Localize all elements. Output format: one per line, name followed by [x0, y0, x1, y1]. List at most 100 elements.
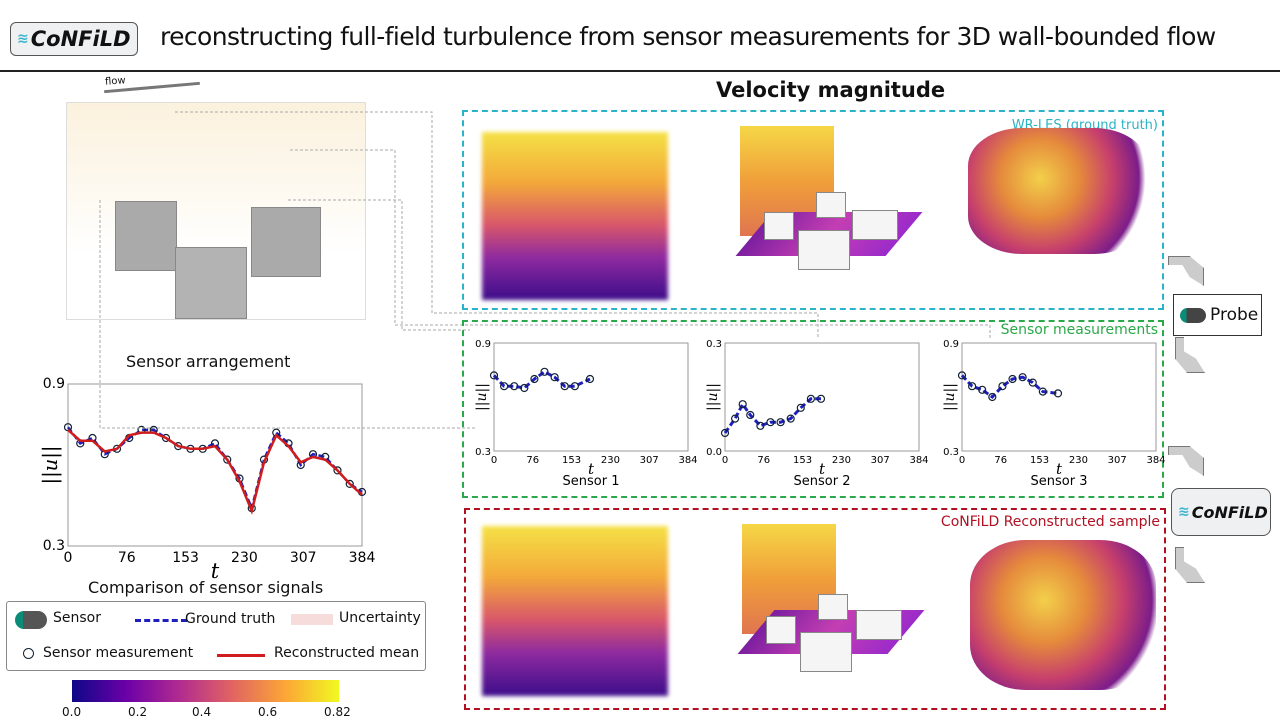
sensor-2-chart: 0 76 153 230 307 384 0.0 0.3 t ||u|| Sensor 2	[705, 339, 929, 489]
measurement-point	[988, 392, 997, 402]
y-axis-label: ||u||	[474, 383, 490, 411]
legend-measurement: Sensor measurement	[43, 645, 194, 661]
chart-title: Sensor 1	[563, 474, 620, 489]
arrangement-caption: Sensor arrangement	[126, 352, 291, 371]
ground-truth-swatch	[135, 619, 187, 622]
colorbar-tick: 0.4	[192, 705, 212, 719]
x-tick-label: 230	[1069, 455, 1088, 466]
obstacle	[856, 610, 902, 640]
sensor-measurements-label: Sensor measurements	[1000, 322, 1158, 338]
y-tick-label: 0.3	[706, 339, 722, 350]
obstacle	[764, 212, 794, 240]
measurement-point	[161, 433, 171, 443]
measurement-point	[720, 428, 730, 438]
colorbar-tick: 0.82	[324, 705, 351, 719]
y-tick-label: 0.0	[706, 447, 722, 458]
measurement-marker-icon	[23, 648, 34, 659]
colorbar-tick: 0.2	[128, 705, 148, 719]
x-tick-label: 384	[909, 455, 928, 466]
isosurface-render	[970, 540, 1156, 690]
domain-box	[66, 102, 366, 320]
measurement-point	[766, 418, 775, 427]
volume-render	[482, 132, 668, 300]
mean-swatch	[217, 654, 265, 657]
obstacle	[115, 201, 177, 271]
x-tick-label: 76	[526, 455, 539, 466]
x-tick-label: 0	[64, 550, 73, 566]
measurement-point	[1053, 389, 1063, 398]
y-axis-label: ||u||	[39, 445, 63, 484]
y-tick-label: 0.9	[43, 376, 65, 392]
legend: Sensor Ground truth Uncertainty Sensor m…	[6, 601, 426, 671]
measurement-point	[1008, 374, 1017, 384]
x-tick-label: 307	[871, 455, 890, 466]
measurement-point	[786, 414, 795, 423]
measurement-point	[560, 382, 569, 391]
uncertainty-swatch	[291, 614, 333, 625]
y-tick-label: 0.9	[475, 339, 491, 350]
x-tick-label: 76	[118, 550, 136, 566]
legend-ground-truth: Ground truth	[185, 611, 276, 627]
obstacle	[766, 616, 796, 644]
x-axis-label: t	[588, 460, 595, 478]
x-tick-label: 0	[722, 455, 728, 466]
sensor-panel: Sensor measurements	[462, 320, 1164, 498]
measurement-point	[998, 382, 1007, 391]
reconstruction-label: CoNFiLD Reconstructed sample	[940, 514, 1160, 530]
model-label: CoNFiLD	[1191, 502, 1268, 522]
sensor-icon	[15, 611, 47, 629]
isosurface-render	[968, 128, 1148, 254]
probe-label: Probe	[1210, 305, 1259, 325]
measurement-point	[731, 414, 740, 423]
measurement-point	[489, 371, 499, 380]
series-line	[492, 370, 591, 390]
x-tick-label: 384	[678, 455, 697, 466]
measurement-point	[540, 367, 549, 376]
comparison-chart: 0 76 153 230 307 384 0.3 0.9 t ||u||	[39, 376, 376, 583]
waves-icon: ≋	[17, 31, 29, 47]
x-tick-label: 230	[832, 455, 851, 466]
measurement-point	[756, 421, 765, 430]
comparison-caption: Comparison of sensor signals	[88, 578, 324, 597]
x-tick-label: 307	[290, 550, 317, 566]
plot-area	[724, 342, 920, 452]
measurement-point	[333, 466, 342, 475]
waves-icon: ≋	[1178, 504, 1190, 520]
measurement-point	[510, 382, 519, 391]
colorbar-tick: 0.6	[258, 705, 278, 719]
measurement-point	[978, 385, 987, 394]
colorbar	[72, 680, 339, 702]
confild-logo: ≋ CoNFiLD	[10, 22, 138, 56]
header: ≋ CoNFiLD reconstructing full-field turbu…	[0, 0, 1280, 72]
obstacle	[251, 207, 321, 277]
y-tick-label: 0.3	[475, 447, 491, 458]
colorbar-tick: 0.0	[62, 705, 82, 719]
plot-area	[67, 383, 363, 547]
x-tick-label: 384	[349, 550, 376, 566]
measurement-point	[570, 382, 579, 391]
obstacle	[798, 230, 850, 270]
measurement-point	[746, 410, 755, 420]
obstacle	[800, 632, 852, 672]
series-line	[67, 428, 363, 515]
page-title: reconstructing full-field turbulence fro…	[160, 22, 1216, 51]
x-tick-label: 307	[1108, 455, 1127, 466]
x-tick-label: 153	[793, 455, 812, 466]
measurement-point	[345, 479, 354, 489]
legend-mean: Reconstructed mean	[274, 645, 420, 661]
measurement-point	[1028, 378, 1037, 387]
confild-model-box: ≋ CoNFiLD	[1171, 488, 1271, 536]
reconstruction-panel: CoNFiLD Reconstructed sample	[464, 508, 1166, 710]
measurement-point	[520, 383, 529, 393]
series-line	[960, 374, 1059, 399]
x-tick-label: 153	[1030, 455, 1049, 466]
volume-render	[482, 526, 668, 696]
ground-truth-panel: WR-LES (ground truth)	[462, 110, 1164, 310]
legend-uncertainty: Uncertainty	[339, 610, 421, 626]
obstacle	[175, 247, 247, 319]
center-title: Velocity magnitude	[716, 78, 946, 102]
measurement-point	[500, 382, 509, 391]
measurement-point	[550, 373, 559, 382]
chart-title: Sensor 3	[1031, 474, 1088, 489]
x-tick-label: 76	[994, 455, 1007, 466]
